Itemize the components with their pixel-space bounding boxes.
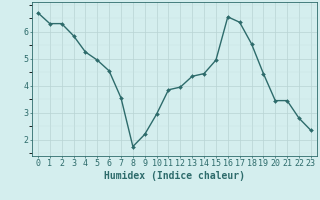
X-axis label: Humidex (Indice chaleur): Humidex (Indice chaleur) [104,171,245,181]
